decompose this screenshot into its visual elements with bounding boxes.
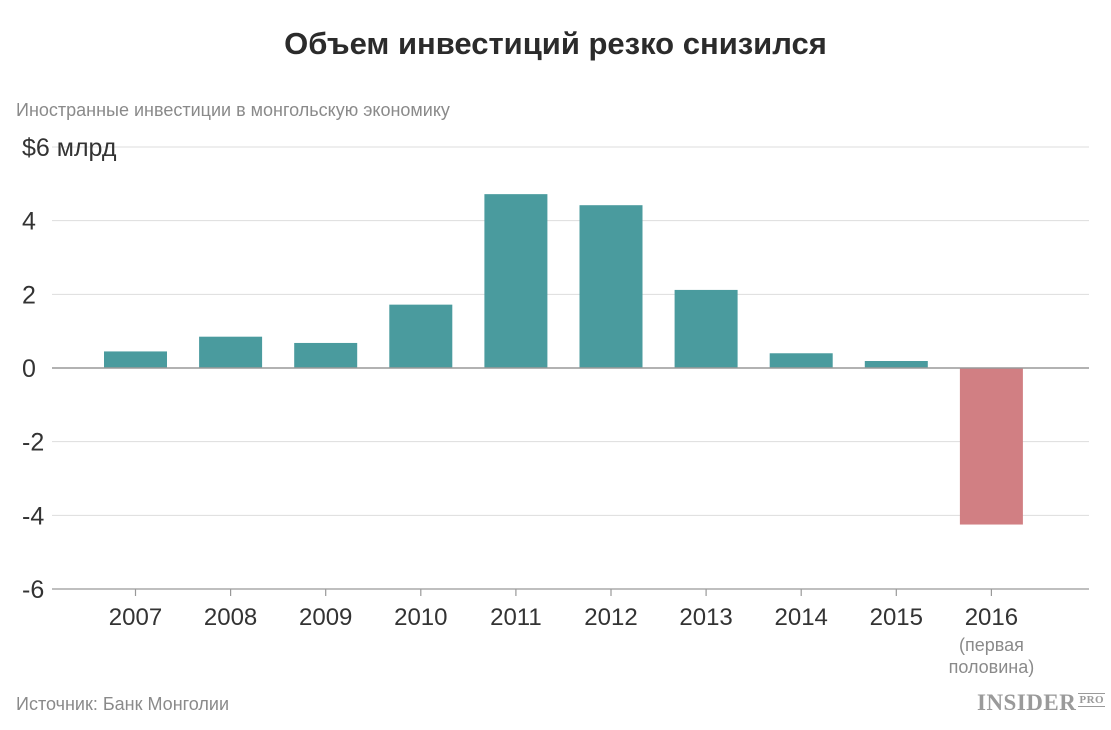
- logo-suffix: PRO: [1078, 693, 1106, 707]
- y-tick-label: -4: [22, 502, 44, 530]
- chart-subtitle: Иностранные инвестиции в монгольскую эко…: [16, 100, 450, 120]
- insider-pro-logo: INSIDER PRO: [977, 690, 1106, 716]
- bar-2008: [199, 336, 263, 368]
- bar-2007: [104, 351, 167, 368]
- y-tick-label: 4: [22, 208, 36, 236]
- bar-2015: [864, 361, 928, 368]
- y-tick-label: -2: [22, 429, 44, 457]
- x-tick-note: (первая: [959, 635, 1024, 655]
- logo-text: INSIDER: [977, 690, 1077, 715]
- x-tick-label: 2012: [584, 604, 637, 631]
- bar-2016: [959, 368, 1023, 525]
- y-tick-label: -6: [22, 576, 44, 604]
- bar-2011: [484, 194, 548, 368]
- chart-title: Объем инвестиций резко снизился: [284, 26, 827, 61]
- x-tick-label: 2008: [204, 604, 257, 631]
- x-tick-label: 2007: [109, 604, 162, 631]
- x-tick-label: 2014: [775, 604, 828, 631]
- bar-2010: [389, 304, 453, 368]
- x-tick-note: половина): [949, 657, 1035, 677]
- bar-2009: [294, 342, 358, 368]
- bar-2012: [579, 205, 643, 368]
- y-tick-label: $6 млрд: [22, 134, 117, 162]
- bar-2014: [769, 353, 833, 368]
- source-note: Источник: Банк Монголии: [16, 694, 230, 714]
- x-tick-label: 2009: [299, 604, 352, 631]
- bar-2013: [674, 289, 738, 368]
- y-tick-label: 2: [22, 281, 36, 309]
- y-tick-label: 0: [22, 355, 36, 383]
- x-tick-label: 2016: [965, 604, 1018, 631]
- x-tick-label: 2013: [679, 604, 732, 631]
- x-tick-label: 2015: [870, 604, 923, 631]
- x-tick-label: 2010: [394, 604, 447, 631]
- x-tick-label: 2011: [490, 604, 542, 631]
